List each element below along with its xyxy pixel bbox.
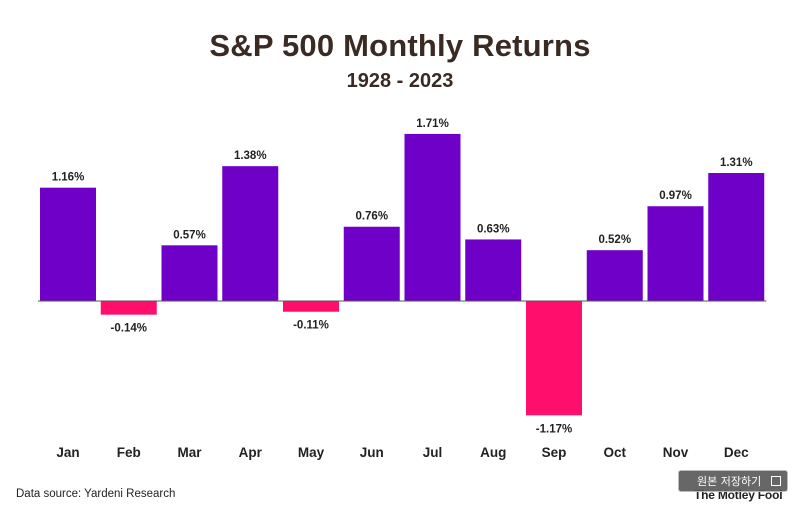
- bar-may: [283, 301, 339, 312]
- bar-oct: [586, 250, 643, 301]
- save-original-label: 원본 저장하기: [697, 475, 762, 488]
- value-label-oct: 0.52%: [598, 234, 631, 246]
- bar-chart: 1.16% Jan -0.14% Feb 0.57% Mar 1.38% Apr -0.11% M…: [38, 118, 767, 460]
- value-label-dec: 1.31%: [720, 157, 753, 169]
- value-label-jun: 0.76%: [355, 211, 388, 223]
- data-source-note: Data source: Yardeni Research: [16, 488, 176, 500]
- category-label-feb: Feb: [117, 445, 141, 460]
- save-original-button[interactable]: 원본 저장하기: [678, 470, 788, 492]
- value-label-sep: -1.17%: [536, 423, 572, 435]
- chart-subtitle: 1928 - 2023: [346, 70, 454, 92]
- value-label-feb: -0.14%: [111, 323, 147, 335]
- category-label-sep: Sep: [542, 445, 567, 460]
- value-label-jul: 1.71%: [416, 118, 449, 130]
- expand-icon: [771, 476, 781, 486]
- bar-aug: [465, 239, 522, 301]
- bar-nov: [647, 206, 704, 301]
- bar-sep: [526, 301, 582, 416]
- value-label-jan: 1.16%: [52, 172, 85, 184]
- bar-dec: [708, 173, 765, 301]
- bar-mar: [161, 245, 218, 301]
- value-label-mar: 0.57%: [173, 229, 206, 241]
- category-label-apr: Apr: [239, 445, 263, 460]
- bar-apr: [222, 166, 279, 301]
- value-label-nov: 0.97%: [659, 190, 692, 202]
- value-label-aug: 0.63%: [477, 223, 510, 235]
- value-label-may: -0.11%: [293, 320, 329, 332]
- category-label-nov: Nov: [663, 445, 689, 460]
- category-label-may: May: [298, 445, 325, 460]
- category-label-jul: Jul: [423, 445, 443, 460]
- bar-jan: [40, 187, 96, 301]
- bar-jun: [343, 226, 400, 301]
- category-label-oct: Oct: [603, 445, 626, 460]
- category-label-aug: Aug: [480, 445, 506, 460]
- bar-jul: [404, 133, 461, 301]
- value-label-apr: 1.38%: [234, 150, 267, 162]
- category-label-dec: Dec: [724, 445, 749, 460]
- chart-title: S&P 500 Monthly Returns: [209, 28, 591, 63]
- category-label-jan: Jan: [56, 445, 79, 460]
- category-label-jun: Jun: [360, 445, 384, 460]
- bar-feb: [100, 301, 157, 315]
- category-label-mar: Mar: [177, 445, 202, 460]
